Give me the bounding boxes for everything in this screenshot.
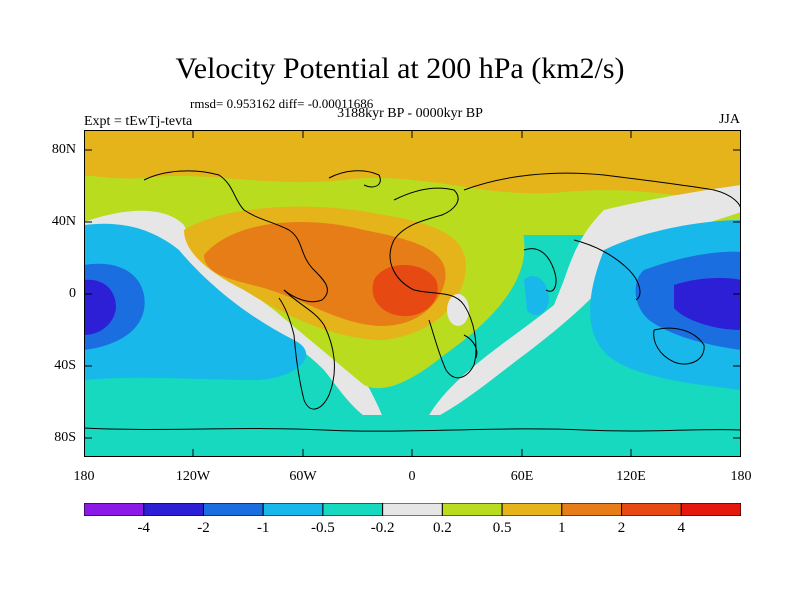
field-high-north xyxy=(84,130,741,200)
lon-label-60w: 60W xyxy=(289,469,317,484)
lon-label-180e: 180 xyxy=(730,469,752,484)
lat-label-0: 0 xyxy=(69,286,76,301)
colorbar-tick-label: -2 xyxy=(197,520,210,536)
colorbar-tick-label: 0.5 xyxy=(492,520,512,536)
colorbar-swatch xyxy=(202,503,264,516)
lat-label-40s: 40S xyxy=(54,358,76,373)
colorbar-swatch xyxy=(262,503,324,516)
field-neutral-band xyxy=(84,185,741,430)
colorbar-swatch xyxy=(621,503,682,516)
colorbar-tick-label: 1 xyxy=(558,520,566,536)
lon-label-120w: 120W xyxy=(175,469,211,484)
field-east-low-core xyxy=(674,277,741,330)
field-max-positive xyxy=(372,265,438,317)
lon-label-120e: 120E xyxy=(616,469,646,484)
colorbar-swatch xyxy=(561,503,623,516)
colorbar-swatch xyxy=(143,503,204,516)
stats-line: rmsd= 0.953162 diff= -0.00011686 xyxy=(190,96,374,111)
lon-label-60e: 60E xyxy=(510,469,534,484)
colorbar-tick-label: -0.2 xyxy=(370,520,395,536)
colorbar-swatch xyxy=(501,503,563,516)
colorbar-swatch xyxy=(680,503,741,516)
lat-label-80s: 80S xyxy=(54,430,76,445)
colorbar-swatch xyxy=(84,503,145,516)
field-neutral-spot xyxy=(447,294,469,326)
colorbar-tick-label: 4 xyxy=(677,520,686,536)
lon-label-180w: 180 xyxy=(73,469,95,484)
velocity-potential-map xyxy=(84,130,741,457)
colorbar-swatch xyxy=(382,503,443,516)
coastlines xyxy=(84,170,741,432)
season-label: JJA xyxy=(718,112,740,127)
field-indian-ocean-low xyxy=(524,276,549,316)
colorbar-swatch xyxy=(441,503,503,516)
period-label: 3188kyr BP - 0000kyr BP xyxy=(337,106,483,121)
experiment-label: Expt = tEwTj-tevta xyxy=(84,114,193,129)
colorbar-tick-label: -0.5 xyxy=(311,520,335,536)
colorbar-tick-label: 2 xyxy=(617,520,626,536)
lon-label-0: 0 xyxy=(408,469,416,484)
lat-label-80n: 80N xyxy=(51,142,76,157)
lat-label-40n: 40N xyxy=(51,214,76,229)
colorbar-tick-label: -4 xyxy=(137,520,150,536)
colorbar-swatch xyxy=(322,503,384,516)
colorbar-tick-label: 0.2 xyxy=(433,520,452,536)
colorbar-tick-label: -1 xyxy=(256,520,270,536)
map-title: Velocity Potential at 200 hPa (km2/s) xyxy=(175,52,625,85)
field-west-low-outer xyxy=(84,223,307,380)
colorbar xyxy=(84,503,741,516)
